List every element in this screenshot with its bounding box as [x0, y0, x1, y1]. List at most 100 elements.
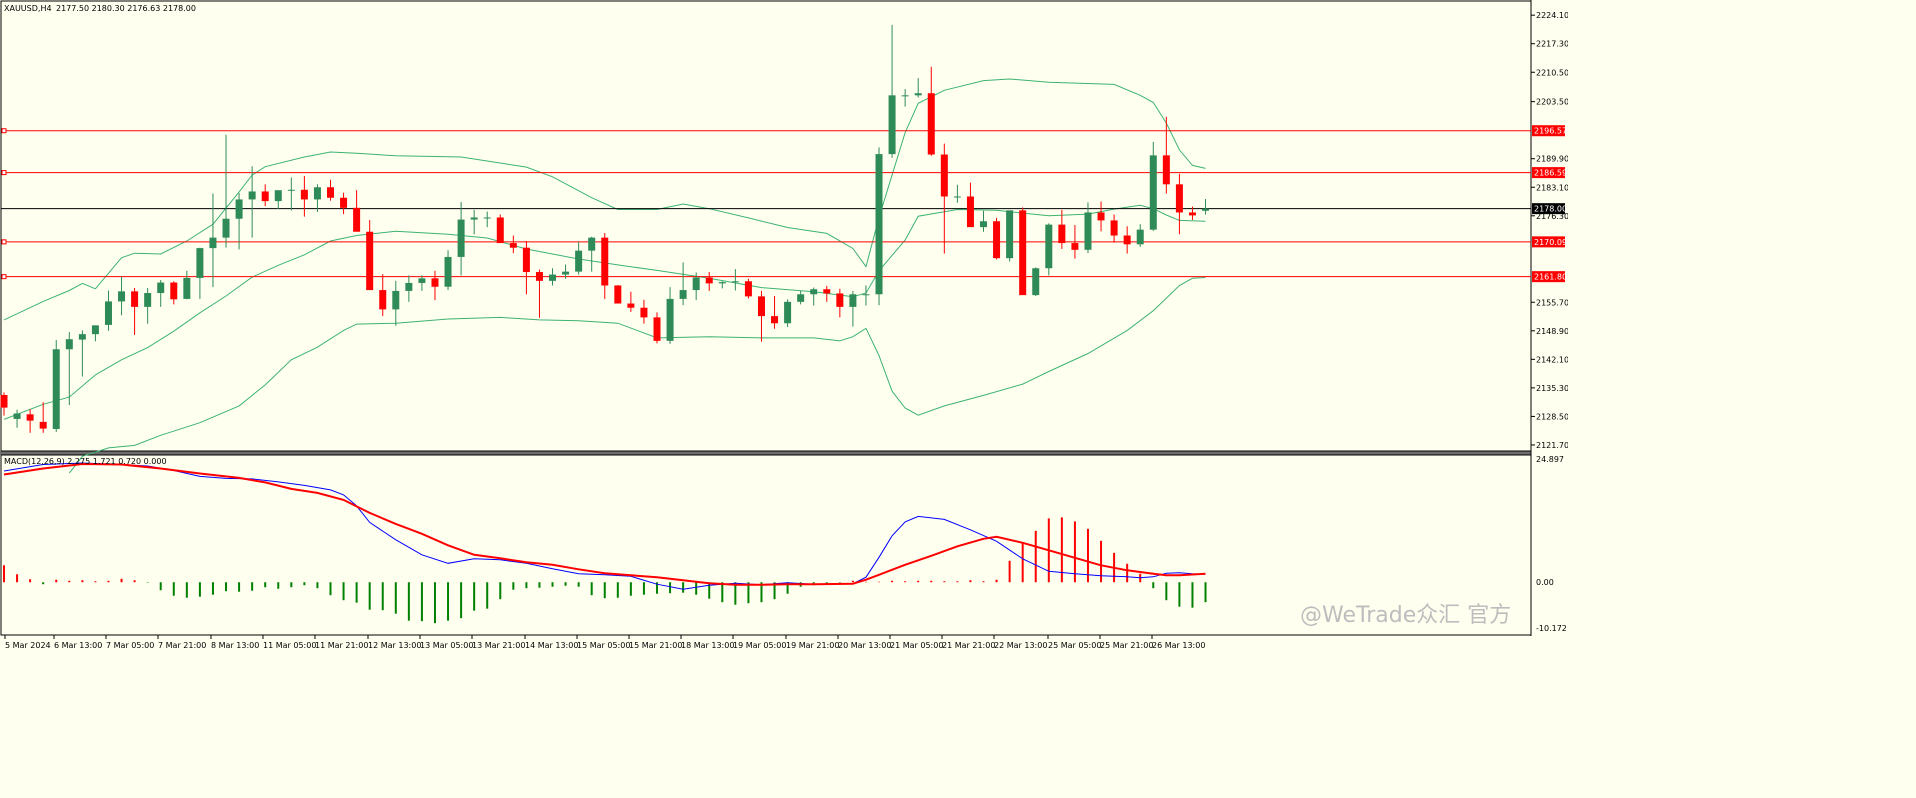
bear-candle	[1019, 210, 1027, 296]
bull-candle	[91, 325, 99, 335]
time-tick-label: 15 Mar 21:00	[629, 641, 682, 650]
price-tick-label: 2128.50	[1536, 412, 1568, 421]
bull-candle	[209, 237, 217, 249]
time-tick-label: 5 Mar 2024	[5, 641, 51, 650]
bear-candle	[836, 293, 844, 307]
bear-candle	[431, 278, 439, 287]
bull-candle	[274, 190, 282, 202]
price-tick-label: 2121.70	[1536, 441, 1568, 450]
bear-candle	[993, 221, 1001, 259]
time-tick-label: 13 Mar 21:00	[472, 641, 525, 650]
bear-candle	[653, 317, 661, 341]
bull-candle	[444, 256, 452, 287]
bollinger-upper-band	[3, 78, 1206, 321]
bear-candle	[522, 247, 530, 273]
price-axis: 2196.57 2186.59 2170.09 2161.80 2224.10 2217.…	[1531, 11, 1568, 450]
bear-candle	[1188, 212, 1196, 216]
bull-candle	[104, 301, 112, 325]
bull-candle	[901, 95, 909, 97]
time-tick-label: 11 Mar 05:00	[263, 641, 316, 650]
bull-candle	[1202, 208, 1210, 211]
price-tick-label: 2189.90	[1536, 155, 1568, 164]
horizontal-levels	[1, 128, 1531, 280]
bear-candle	[26, 414, 34, 421]
macd-label: MACD(12,26,9) 2.275 1.721 0.720 0.000	[4, 457, 167, 466]
bull-candle	[1006, 210, 1014, 259]
bear-candle	[614, 285, 622, 304]
bear-candle	[1162, 155, 1170, 185]
time-tick-label: 7 Mar 21:00	[158, 641, 206, 650]
macd-indicator: 24.897 0.00 -10.172	[3, 455, 1567, 633]
bull-candle	[980, 221, 987, 228]
time-tick-label: 15 Mar 05:00	[577, 641, 630, 650]
bull-candle	[287, 189, 295, 191]
bull-candle	[1149, 155, 1157, 230]
bollinger-middle-band	[3, 204, 1206, 420]
bear-candle	[496, 217, 504, 244]
time-tick-label: 13 Mar 05:00	[420, 641, 473, 650]
time-tick-label: 19 Mar 05:00	[733, 641, 786, 650]
bear-candle	[39, 421, 47, 429]
macd-signal-line	[3, 462, 1206, 586]
bull-candle	[888, 95, 896, 155]
bear-candle	[509, 243, 517, 248]
level-price-label: 2186.59	[1534, 169, 1567, 178]
bull-candle	[222, 218, 230, 238]
bull-candle	[810, 289, 818, 295]
current-price-tag	[1532, 203, 1565, 215]
bear-candle	[0, 395, 8, 408]
bear-candle	[1097, 212, 1105, 221]
bull-candle	[731, 281, 739, 283]
level-price-tag	[1532, 271, 1565, 283]
price-tick-label: 2224.10	[1536, 11, 1568, 20]
time-tick-label: 6 Mar 13:00	[54, 641, 102, 650]
bear-candle	[744, 281, 752, 297]
time-tick-label: 25 Mar 05:00	[1048, 641, 1101, 650]
bear-candle	[771, 316, 779, 324]
bear-candle	[1175, 184, 1183, 213]
bull-candle	[666, 298, 674, 341]
macd-axis-label: -10.172	[1536, 624, 1567, 633]
bull-candle	[196, 248, 204, 278]
bull-candle	[248, 191, 256, 200]
level-handle-icon[interactable]	[1, 170, 7, 176]
bear-candle	[627, 303, 635, 308]
bull-candle	[692, 277, 700, 291]
ohlc-label: 2177.50 2180.30 2176.63 2178.00	[56, 4, 196, 13]
watermark: @WeTrade众汇 官方	[1300, 603, 1511, 628]
bull-candle	[313, 187, 321, 200]
bear-candle	[535, 272, 543, 281]
candlesticks	[0, 24, 1210, 433]
bull-candle	[392, 290, 400, 310]
bull-candle	[1084, 212, 1092, 250]
bull-candle	[549, 274, 557, 281]
price-tick-label: 2148.90	[1536, 327, 1568, 336]
level-handle-icon[interactable]	[1, 239, 7, 245]
bear-candle	[1071, 243, 1079, 250]
level-price-label: 2161.80	[1534, 273, 1567, 282]
bull-candle	[144, 293, 152, 307]
level-handle-icon[interactable]	[1, 274, 7, 280]
bull-candle	[235, 199, 243, 219]
bear-candle	[327, 187, 334, 198]
bull-candle	[65, 339, 73, 350]
bull-candle	[13, 413, 21, 419]
bull-candle	[797, 294, 805, 302]
macd-line	[3, 462, 1206, 590]
price-tick-label: 2176.30	[1536, 212, 1568, 221]
bull-candle	[118, 291, 126, 302]
bull-candle	[679, 290, 687, 299]
level-price-tag	[1532, 236, 1565, 248]
bear-candle	[340, 197, 348, 208]
level-handle-icon[interactable]	[1, 128, 7, 134]
bull-candle	[784, 301, 792, 324]
bull-candle	[405, 282, 413, 291]
bear-candle	[1058, 224, 1066, 244]
chart-background	[0, 0, 1568, 653]
bear-candle	[927, 93, 935, 155]
level-price-tag	[1532, 167, 1565, 179]
time-tick-label: 26 Mar 13:00	[1152, 641, 1205, 650]
bull-candle	[575, 250, 583, 272]
level-price-label: 2196.57	[1534, 127, 1567, 136]
bollinger-lower-band	[68, 277, 1206, 474]
